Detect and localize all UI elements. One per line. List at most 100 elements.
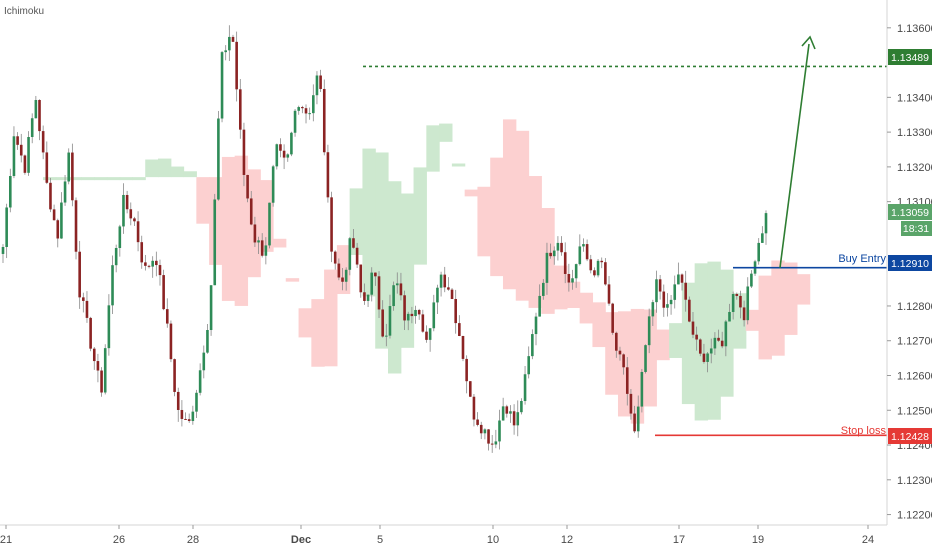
candle-body bbox=[717, 337, 720, 341]
candle-body bbox=[417, 309, 421, 315]
cloud-segment bbox=[502, 119, 517, 290]
cloud-segment bbox=[451, 163, 466, 167]
candle-body bbox=[545, 252, 549, 283]
candle-body bbox=[406, 313, 410, 321]
candle-body bbox=[392, 285, 395, 307]
candle-body bbox=[607, 284, 611, 304]
candle-body bbox=[173, 359, 176, 392]
candle-body bbox=[582, 244, 585, 247]
candle-body bbox=[713, 337, 717, 349]
candle-body bbox=[100, 370, 103, 393]
cloud-segment bbox=[413, 167, 427, 265]
candle-body bbox=[290, 132, 293, 155]
candle-body bbox=[60, 202, 63, 239]
candle-body bbox=[12, 136, 16, 177]
cloud-segment bbox=[234, 155, 249, 306]
candle-body bbox=[140, 242, 144, 263]
candle-body bbox=[370, 272, 374, 295]
target-price-badge: 1.13489 bbox=[888, 49, 932, 65]
candle-body bbox=[633, 413, 636, 432]
candle-body bbox=[520, 400, 523, 413]
cloud-segment bbox=[439, 123, 453, 142]
candle-body bbox=[538, 295, 541, 317]
candle-body bbox=[728, 311, 731, 322]
candle-body bbox=[461, 335, 465, 359]
candle-body bbox=[691, 321, 695, 335]
y-tick-label: 1.12600 bbox=[897, 370, 932, 382]
candle-body bbox=[472, 396, 476, 420]
x-tick-label: 5 bbox=[377, 534, 383, 546]
y-tick-label: 1.13600 bbox=[897, 23, 932, 35]
x-tick-label: 26 bbox=[113, 534, 125, 546]
candle-body bbox=[228, 36, 231, 51]
candle-body bbox=[246, 174, 249, 199]
candle-body bbox=[271, 166, 275, 203]
ichimoku-cloud bbox=[43, 119, 811, 424]
candle-body bbox=[596, 260, 600, 276]
candle-body bbox=[191, 411, 195, 422]
candle-body bbox=[341, 277, 344, 282]
candle-body bbox=[552, 250, 556, 257]
projection-arrow-line bbox=[779, 43, 810, 268]
candle-body bbox=[82, 297, 85, 301]
current-price-text: 1.13059 bbox=[891, 207, 929, 219]
candle-body bbox=[187, 419, 191, 422]
candle-body bbox=[615, 332, 618, 351]
time-axis[interactable]: 21 26 28 Dec 5 10 12 17 19 24 bbox=[0, 525, 874, 546]
candle-body bbox=[724, 321, 728, 347]
cloud-segment bbox=[554, 265, 568, 310]
candle-body bbox=[352, 238, 355, 248]
candle-body bbox=[739, 295, 742, 308]
candle-body bbox=[122, 194, 125, 227]
candle-body bbox=[578, 246, 582, 265]
cloud-segment bbox=[566, 281, 581, 309]
cloud-segment bbox=[656, 329, 670, 361]
cloud-segment bbox=[387, 181, 402, 374]
candle-body bbox=[169, 323, 173, 360]
candle-body bbox=[432, 302, 436, 329]
candle-body bbox=[589, 259, 593, 271]
candle-body bbox=[662, 291, 666, 308]
candle-body bbox=[155, 260, 158, 266]
candle-body bbox=[180, 409, 184, 419]
indicator-label[interactable]: Ichimoku bbox=[4, 6, 44, 17]
candle-body bbox=[125, 194, 129, 210]
candle-body bbox=[315, 75, 319, 96]
cloud-segment bbox=[362, 148, 376, 297]
candle-body bbox=[625, 367, 629, 394]
cloud-segment bbox=[643, 309, 657, 407]
candle-body bbox=[30, 118, 34, 138]
cloud-segment bbox=[515, 130, 530, 301]
cloud-segment bbox=[145, 159, 159, 178]
candle-body bbox=[19, 144, 23, 156]
candle-body bbox=[355, 247, 359, 265]
candle-body bbox=[220, 52, 224, 119]
price-axis[interactable]: 1.136001.134001.133001.132001.131001.128… bbox=[887, 23, 932, 522]
candle-body bbox=[622, 354, 625, 368]
candle-body bbox=[147, 265, 151, 267]
candle-body bbox=[206, 330, 209, 353]
candle-body bbox=[337, 263, 341, 278]
cloud-segment bbox=[68, 177, 82, 181]
candle-body bbox=[257, 240, 260, 243]
candle-body bbox=[71, 152, 74, 201]
candle-body bbox=[103, 348, 107, 393]
candle-body bbox=[651, 302, 655, 317]
candle-body bbox=[297, 107, 301, 111]
candle-body bbox=[322, 88, 326, 153]
candle-body bbox=[629, 393, 633, 414]
candle-body bbox=[333, 251, 337, 264]
candle-body bbox=[698, 339, 702, 354]
candle-body bbox=[377, 276, 381, 310]
candle-body bbox=[312, 95, 315, 114]
cloud-segment bbox=[221, 156, 236, 301]
candle-body bbox=[680, 274, 684, 283]
candle-body bbox=[78, 251, 81, 298]
candle-body bbox=[498, 420, 501, 442]
candle-body bbox=[301, 107, 304, 109]
candle-body bbox=[647, 316, 651, 346]
candle-body bbox=[198, 370, 202, 393]
candle-body bbox=[534, 316, 538, 335]
